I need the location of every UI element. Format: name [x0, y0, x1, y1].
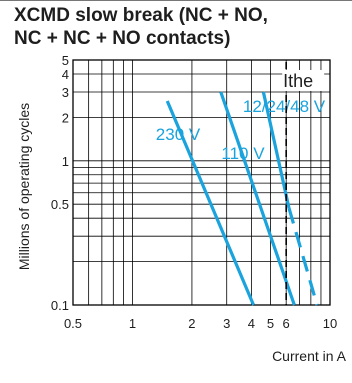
x-tick-label: 0.5	[64, 316, 82, 331]
x-tick-label: 4	[248, 316, 255, 331]
series-label-230-v: 230 V	[156, 125, 201, 144]
series-line-dashed-12-24-48-v	[287, 207, 319, 306]
y-tick-label: 0.1	[51, 298, 69, 313]
y-tick-label: 5	[62, 53, 69, 68]
series-label-12-24-48-v: 12/24/48 V	[243, 97, 326, 116]
x-tick-label: 2	[188, 316, 195, 331]
x-tick-label: 5	[267, 316, 274, 331]
chart-title-line-1: XCMD slow break (NC + NO,	[14, 5, 268, 26]
x-tick-label: 6	[283, 316, 290, 331]
chart-title: XCMD slow break (NC + NO, NC + NC + NO c…	[14, 4, 344, 50]
plot-frame	[72, 59, 331, 306]
series-line-110-v	[219, 91, 296, 306]
y-tick-label: 4	[62, 67, 69, 82]
x-tick-label: 10	[323, 316, 337, 331]
y-tick-label: 1	[62, 154, 69, 169]
y-tick-label: 2	[62, 110, 69, 125]
x-axis-label: Current in A	[272, 348, 347, 364]
reference-line-layer: Ithe	[282, 62, 325, 305]
reference-line-label: Ithe	[283, 71, 313, 91]
series-layer: 230 V 110 V 12/24/48 V	[156, 91, 326, 306]
series-line-12-24-48-v	[261, 91, 291, 209]
x-tick-label: 3	[223, 316, 230, 331]
reference-label-bg	[282, 70, 325, 91]
y-axis-label: Millions of operating cycles	[16, 103, 32, 270]
top-rule	[0, 0, 352, 1]
y-tick-label: 3	[62, 85, 69, 100]
y-tick-label: 0.5	[51, 197, 69, 212]
y-tick-labels: 0.1 0.5 1 2 3 45	[51, 53, 69, 313]
x-tick-label: 1	[129, 316, 136, 331]
series-line-230-v	[165, 100, 255, 306]
x-tick-labels: 0.5 1 2 3 4 5 6 10	[64, 316, 337, 331]
series-label-110-v: 110 V	[221, 144, 265, 163]
chart-title-line-2: NC + NC + NO contacts)	[14, 28, 231, 49]
